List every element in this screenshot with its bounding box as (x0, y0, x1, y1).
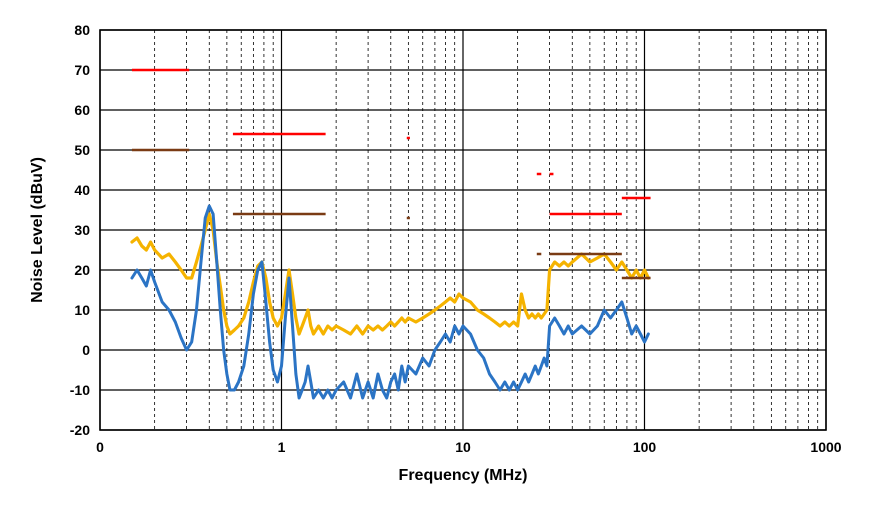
y-tick-label: 30 (74, 222, 90, 238)
y-tick-label: 0 (82, 342, 90, 358)
y-tick-label: -10 (70, 382, 90, 398)
x-axis-label: Frequency (MHz) (399, 467, 528, 484)
y-tick-label: 60 (74, 102, 90, 118)
y-tick-label: 40 (74, 182, 90, 198)
x-tick-label: 10 (455, 439, 471, 455)
y-tick-label: 70 (74, 62, 90, 78)
noise-chart: -20 -10 0 10 20 30 40 50 60 70 80 0 1 10 100 1000 Freque… (0, 0, 876, 521)
y-tick-label: -20 (70, 422, 90, 438)
y-tick-label: 80 (74, 22, 90, 38)
x-tick-label: 1 (278, 439, 286, 455)
x-tick-label: 100 (633, 439, 657, 455)
y-axis-label: Noise Level (dBuV) (29, 157, 46, 303)
y-tick-label: 20 (74, 262, 90, 278)
y-tick-label: 50 (74, 142, 90, 158)
chart-svg: -20 -10 0 10 20 30 40 50 60 70 80 0 1 10 100 1000 Freque… (0, 0, 876, 521)
x-tick-label: 1000 (810, 439, 841, 455)
y-tick-label: 10 (74, 302, 90, 318)
x-tick-label: 0 (96, 439, 104, 455)
